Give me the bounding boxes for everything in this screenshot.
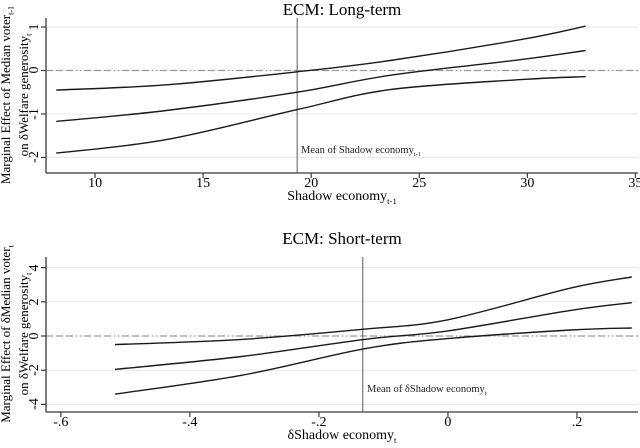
long-term-chart-title: ECM: Long-term [282,0,402,19]
series-point-estimate [56,49,586,123]
x-tick-label: 25 [412,176,427,191]
y-tick-label: 0 [27,66,42,74]
x-tick-label: 20 [304,176,319,191]
short-term-x-axis-label: δShadow economyt [287,428,397,445]
series-upper-95-ci [114,276,632,346]
long-term-mean-line-label: Mean of Shadow economyt-1 [301,145,422,159]
y-tick-label: -2 [27,364,42,377]
x-tick-label: 15 [196,176,211,191]
long-term-x-axis-label: Shadow economyt-1 [287,189,397,206]
y-tick-label: -2 [27,151,42,164]
series-upper-95-ci [56,25,586,91]
x-tick-label: 30 [520,176,535,191]
short-term-mean-line-label: Mean of δShadow economyt [367,384,487,398]
y-tick-label: 0 [27,332,42,340]
x-tick-label: 10 [88,176,103,191]
x-tick-label: 0 [444,415,452,430]
y-tick-label: -1 [27,108,42,120]
y-tick-label: 4 [27,264,42,272]
y-tick-label: -4 [27,398,42,411]
y-tick-label: 1 [27,23,42,31]
series-lower-95-ci [114,327,632,395]
x-tick-label: -.4 [182,415,198,430]
series-lower-95-ci [56,75,586,154]
x-tick-label: .2 [571,415,583,430]
series-point-estimate [114,302,632,371]
x-tick-label: -.6 [53,415,69,430]
short-term-chart-title: ECM: Short-term [282,229,402,248]
y-tick-label: 2 [27,298,42,306]
x-tick-label: 35 [628,176,640,191]
x-tick-label: -.2 [311,415,327,430]
